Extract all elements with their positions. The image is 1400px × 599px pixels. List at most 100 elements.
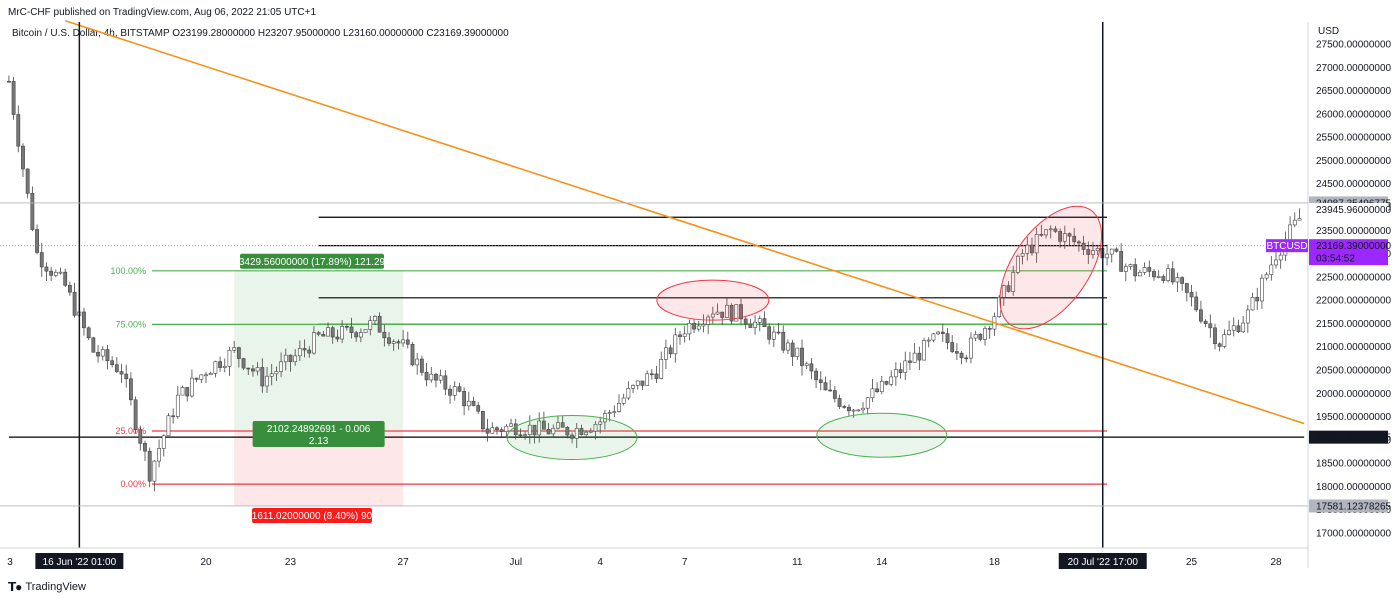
candle-body [987,328,992,330]
loss-label: 1611.02000000 (8.40%) 90 [252,511,373,522]
candle-body [692,323,696,330]
profit-zone[interactable] [234,270,404,432]
candle-body [1222,334,1227,347]
candle-body [1048,228,1053,231]
candle-body [556,422,560,429]
candle-body [640,380,645,386]
candle-body [504,425,509,432]
position-tool[interactable] [234,270,404,506]
candle-body [823,382,828,391]
candle-body [664,347,668,360]
candle-body [908,360,912,363]
candle-body [363,329,368,333]
fib-level-label: 100.00% [110,266,146,276]
candle-body [842,406,847,408]
candle-body [152,460,157,482]
candle-body [199,374,204,380]
time-tick-label: 28 [1270,557,1282,568]
candle-body [1020,253,1025,257]
time-tick-label: Jul [509,557,522,568]
candle-body [931,333,936,341]
price-tag-box [1309,430,1388,444]
candle-body [1133,264,1138,277]
candle-body [480,410,485,430]
candle-body [762,318,767,328]
candle-body [818,379,823,383]
candle-body [584,431,589,436]
red-ellipse[interactable] [656,279,770,321]
candle-body [373,316,377,322]
ellipses[interactable] [506,188,1122,461]
candle-body [734,304,739,322]
candle-body [297,348,302,357]
candle-body [795,347,800,357]
candle-body [1292,219,1297,226]
candle-body [757,318,762,323]
price-tag-box [1309,499,1388,513]
loss-label-box [252,507,372,523]
candle-body [673,334,678,355]
candle-body [335,336,340,340]
candle-body [870,388,875,399]
candle-body [537,420,542,436]
price-tick-label: 17000.00000000 [1316,529,1392,540]
candle-body [63,271,68,286]
green-ellipse[interactable] [816,412,948,458]
candle-body [86,327,91,339]
profit-label-box [240,253,384,269]
candle-body [649,373,654,376]
descending-trend-line[interactable] [64,19,1305,425]
candle-body [49,270,54,276]
candle-body [72,291,77,316]
candles [6,75,1302,492]
candle-body [1001,285,1006,298]
tradingview-logo-icon: 𝗧● [8,580,22,594]
candle-body [466,400,471,407]
candle-body [884,381,889,385]
candle-body [476,405,481,412]
candle-body [889,376,894,385]
profit-label: 3429.56000000 (17.89%) 121.29 [239,257,386,268]
candle-body [739,304,743,320]
candle-body [255,367,260,372]
trend-line[interactable] [64,19,1305,425]
price-tick-label: 22000.00000000 [1316,296,1392,307]
candle-body [241,358,246,369]
candle-body [1147,267,1152,272]
price-tick-label: 26000.00000000 [1316,109,1392,120]
red-ellipse[interactable] [979,188,1122,346]
candle-body [410,343,415,366]
candle-body [6,80,11,83]
candle-body [1297,218,1302,221]
candle-body [129,378,133,401]
vertical-lines[interactable]: 16 Jun '22 01:00 20 Jul '22 17:00 [35,22,1147,569]
entry-ratio-label: 2.13 [309,436,329,447]
candle-body [133,399,138,430]
fib-level-label: 25.00% [115,426,146,436]
candle-body [1269,264,1274,275]
candle-body [809,363,814,372]
green-ellipse[interactable] [506,415,638,461]
candle-body [983,328,987,340]
candle-body [814,370,818,381]
candle-body [828,389,833,392]
price-tag-box [1309,239,1388,266]
candle-body [396,341,401,344]
candle-body [471,400,476,406]
candle-body [800,347,804,366]
time-axis[interactable]: 3 20 23 27 Jul 4 7 11 14 18 25 28 [7,557,1282,568]
candle-body [532,424,537,436]
candle-body [443,375,448,390]
symbol-tag-label: BTCUSD [1266,241,1307,252]
candle-body [940,331,945,334]
time-tick-label: 20 [200,557,212,568]
time-tick-label: 7 [682,557,688,568]
price-tag-countdown: 03:54:52 [1316,254,1355,265]
candle-body [1166,268,1170,281]
time-tick-label: 14 [876,557,888,568]
candle-body [91,337,96,353]
candle-body [35,229,39,253]
candle-body [654,373,659,379]
candle-body [124,373,129,380]
